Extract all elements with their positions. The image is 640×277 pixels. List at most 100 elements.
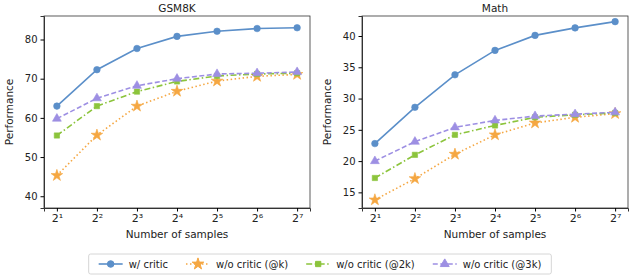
x-tick: 2⁵ [212,208,223,225]
y-tick-label: 30 [343,93,356,104]
legend-marker [192,258,204,269]
series-point [370,156,379,164]
series-line [375,112,615,161]
legend-label: w/ critic [129,259,168,270]
x-tick-mark [415,208,416,212]
legend-marker [440,259,449,267]
x-tick-mark [495,208,496,212]
x-tick-label: 2¹ [370,212,381,225]
y-tick-label: 60 [25,113,38,124]
x-axis-title: Number of samples [126,228,229,240]
y-axis-line [359,17,363,209]
legend: w/ critic w/o critic (@k) w/o critic (@2k)… [89,254,552,274]
x-tick-label: 2⁶ [570,212,582,225]
legend-box [89,254,552,274]
y-tick: 60 [25,113,44,124]
series-point [131,100,143,111]
series-point [52,114,61,122]
panel: 2¹2²2³2⁴2⁵2⁶2⁷4050607080GSM8KNumber of s… [3,2,311,240]
legend-label: w/o critic (@k) [216,259,288,270]
series-point [294,24,301,31]
x-tick-mark [177,208,178,212]
y-tick-label: 40 [343,31,356,42]
series-line [57,72,297,119]
legend-entry: w/ critic [99,259,168,270]
y-tick-mark [359,130,363,131]
x-tick-mark [257,208,258,212]
x-tick-mark [575,208,576,212]
series-point [293,67,302,75]
x-tick-label: 2⁷ [610,212,621,225]
series-point [532,32,539,39]
x-tick-label: 2⁴ [172,212,184,225]
x-tick: 2⁶ [570,208,582,225]
x-tick: 2⁴ [490,208,502,225]
y-axis: 152025303540 [343,17,363,209]
series-point [51,169,63,180]
y-tick-mark [41,118,45,119]
series-point [531,111,540,119]
series-point [94,103,99,108]
x-tick-label: 2⁶ [252,212,264,225]
y-axis-line [41,17,45,209]
series-point [409,172,421,183]
series-point [133,81,142,89]
series-point [372,140,379,147]
series-point [91,129,103,140]
panel: 2¹2²2³2⁴2⁵2⁶2⁷152025303540MathNumber of … [321,2,629,240]
x-tick-mark [535,208,536,212]
series-point [412,152,417,157]
y-tick: 35 [343,62,362,73]
x-tick-mark [455,208,456,212]
y-tick: 20 [343,156,362,167]
series-point [492,123,497,128]
y-tick-mark [359,192,363,193]
series-point [369,194,381,205]
y-tick-label: 15 [343,187,356,198]
series-point [134,45,141,52]
plot-frame [44,16,310,208]
y-tick-mark [41,79,45,80]
x-tick: 2⁴ [172,208,184,225]
series-point [451,122,460,130]
chart-title: Math [482,2,508,14]
plot-area [51,24,303,180]
legend-entry: w/o critic (@3k) [433,259,542,270]
series-point [213,69,222,77]
y-tick: 40 [25,191,44,202]
x-tick-label: 2¹ [52,212,63,225]
series-point [173,74,182,82]
series-point [253,68,262,76]
series-point [571,109,580,117]
series-line [57,28,297,106]
x-tick: 2¹ [52,208,63,225]
legend-marker [316,261,321,266]
series-point [214,28,221,35]
x-tick-mark [217,208,218,212]
x-axis-line [363,209,629,212]
y-tick-label: 80 [25,34,38,45]
series-point [572,25,579,32]
x-axis: 2¹2²2³2⁴2⁵2⁶2⁷ [45,208,311,225]
x-tick-mark [375,208,376,212]
legend-entry: w/o critic (@2k) [306,259,415,270]
series-point [492,47,499,54]
y-axis: 4050607080 [25,17,45,209]
y-tick: 80 [25,34,44,45]
series-point [134,89,139,94]
legend-marker [107,261,114,268]
series-line [375,114,615,200]
series-point [412,104,419,111]
x-tick-mark [615,208,616,212]
y-tick-label: 70 [25,73,38,84]
y-tick: 15 [343,187,362,198]
series-line [375,22,615,144]
y-tick: 40 [343,31,362,42]
y-tick-mark [359,161,363,162]
series-point [92,93,101,101]
x-tick: 2³ [450,208,461,225]
series-line [375,113,615,178]
series-point [489,129,501,140]
x-tick: 2⁶ [252,208,264,225]
chart-title: GSM8K [158,2,197,14]
